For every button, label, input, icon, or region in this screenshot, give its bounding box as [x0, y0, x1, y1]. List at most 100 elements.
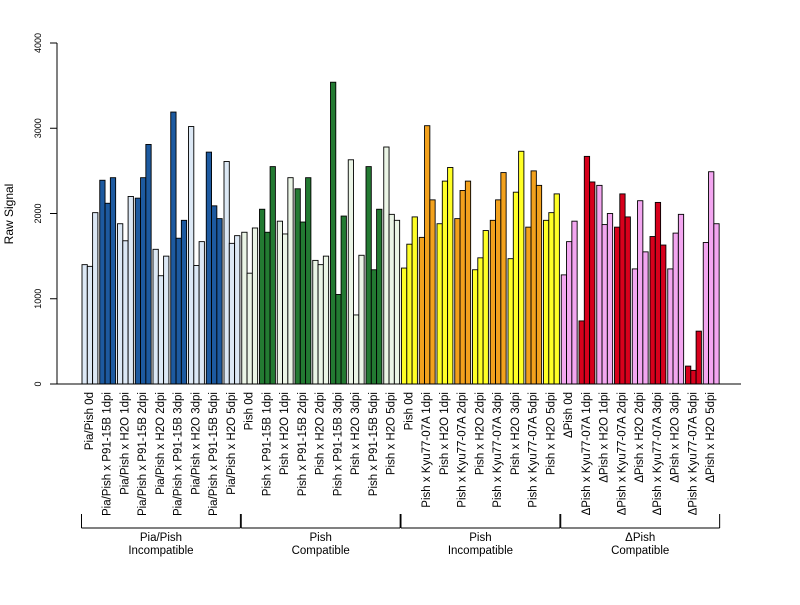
bar	[441, 180, 449, 385]
bar	[583, 155, 591, 385]
bar	[92, 212, 99, 385]
bar	[170, 111, 177, 385]
group-brackets: Pia/PishIncompatiblePishCompatiblePishIn…	[81, 514, 721, 557]
bar	[223, 161, 230, 385]
bar	[530, 170, 537, 385]
x-tick-label: ΔPish x H2O 1dpi	[599, 392, 611, 483]
bar	[708, 171, 715, 385]
bar	[685, 365, 692, 385]
x-tick-label: ΔPish x H2O 2dpi	[634, 392, 646, 483]
bar	[596, 184, 603, 385]
x-tick-label: Pia/Pish x P91-15B 5dpi	[208, 392, 220, 516]
bar	[241, 231, 248, 385]
x-tick-label: Pish 0d	[244, 392, 256, 430]
x-tick-label: Pish x P91-15B 2dpi	[297, 392, 309, 496]
bar	[86, 265, 94, 385]
x-tick-label: Pish x H2O 3dpi	[350, 392, 362, 475]
bar	[259, 208, 266, 385]
bar	[571, 220, 578, 385]
bar	[406, 243, 413, 385]
bar	[140, 177, 147, 385]
bar	[606, 213, 614, 385]
bar	[370, 269, 378, 385]
bar	[454, 218, 461, 385]
bar	[482, 230, 489, 385]
bar	[340, 215, 347, 385]
bar	[642, 251, 649, 385]
bar	[347, 159, 355, 385]
x-tick-label: Pia/Pish x H2O 2dpi	[155, 392, 167, 495]
bar	[388, 213, 395, 385]
x-tick-label: Pish x H2O 3dpi	[510, 392, 522, 475]
x-tick-label: Pish x H2O 2dpi	[315, 392, 327, 475]
bar	[560, 274, 568, 385]
bar	[518, 150, 525, 385]
bar	[282, 233, 289, 385]
bar	[512, 191, 520, 385]
bar	[619, 193, 626, 385]
bar	[134, 197, 142, 385]
bar	[269, 166, 276, 385]
x-tick-label: Pish x Kyu77-07A 3dpi	[492, 392, 504, 508]
bar	[175, 237, 182, 385]
x-tick-label: ΔPish x Kyu77-07A 2dpi	[616, 392, 628, 515]
bar	[330, 81, 337, 385]
bar	[353, 314, 360, 385]
x-tick-label: ΔPish x Kyu77-07A 1dpi	[581, 392, 593, 515]
bar	[109, 177, 117, 385]
bar	[667, 268, 674, 385]
bar	[81, 264, 88, 385]
x-tick-label: ΔPish 0d	[563, 392, 575, 438]
y-axis-label: Raw Signal	[2, 184, 16, 245]
x-tick-label: Pish x P91-15B 3dpi	[332, 392, 344, 496]
x-tick-label: Pish 0d	[403, 392, 415, 430]
bar	[525, 226, 532, 385]
y-tick-label: 3000	[33, 118, 43, 138]
bar	[411, 216, 418, 385]
bar	[287, 177, 294, 385]
bar	[322, 255, 330, 385]
group-label-line1: ΔPish	[625, 532, 655, 544]
bar	[535, 184, 543, 385]
x-tick-label: Pia/Pish x H2O 5dpi	[226, 392, 238, 495]
bar	[335, 294, 342, 385]
x-tick-label: ΔPish x H2O 5dpi	[705, 392, 717, 483]
x-tick-label: Pish x H2O 5dpi	[386, 392, 398, 475]
bar	[358, 254, 365, 385]
bar	[429, 199, 436, 385]
x-tick-label: ΔPish x Kyu77-07A 5dpi	[687, 392, 699, 515]
x-tick-label: Pish x H2O 1dpi	[439, 392, 451, 475]
bar	[188, 126, 195, 385]
bar	[566, 241, 573, 385]
bar	[383, 146, 390, 385]
bars	[81, 81, 720, 385]
bar	[548, 212, 555, 385]
bar	[264, 231, 271, 385]
bar	[205, 151, 213, 385]
bar	[157, 275, 165, 385]
bar	[145, 143, 152, 385]
bar	[211, 205, 218, 385]
x-tick-label: Pia/Pish x P91-15B 3dpi	[173, 392, 185, 516]
x-tick-label: ΔPish x Kyu77-07A 3dpi	[652, 392, 664, 515]
bar	[246, 272, 253, 385]
bar	[695, 330, 702, 385]
bar	[152, 248, 159, 385]
bar	[500, 172, 507, 385]
x-tick-label: ΔPish x H2O 3dpi	[670, 392, 682, 483]
bar	[317, 264, 324, 385]
bar	[672, 232, 679, 385]
bar	[401, 267, 408, 385]
bar	[234, 235, 241, 385]
bar	[464, 180, 472, 385]
bar	[543, 219, 550, 385]
bar	[472, 269, 479, 385]
bar	[251, 227, 259, 385]
bar	[649, 236, 656, 385]
bar	[589, 181, 596, 385]
bar	[276, 220, 284, 385]
y-tick-label: 4000	[33, 33, 43, 53]
group-label-line2: Compatible	[292, 545, 350, 557]
group-label-line1: Pish	[310, 532, 332, 544]
